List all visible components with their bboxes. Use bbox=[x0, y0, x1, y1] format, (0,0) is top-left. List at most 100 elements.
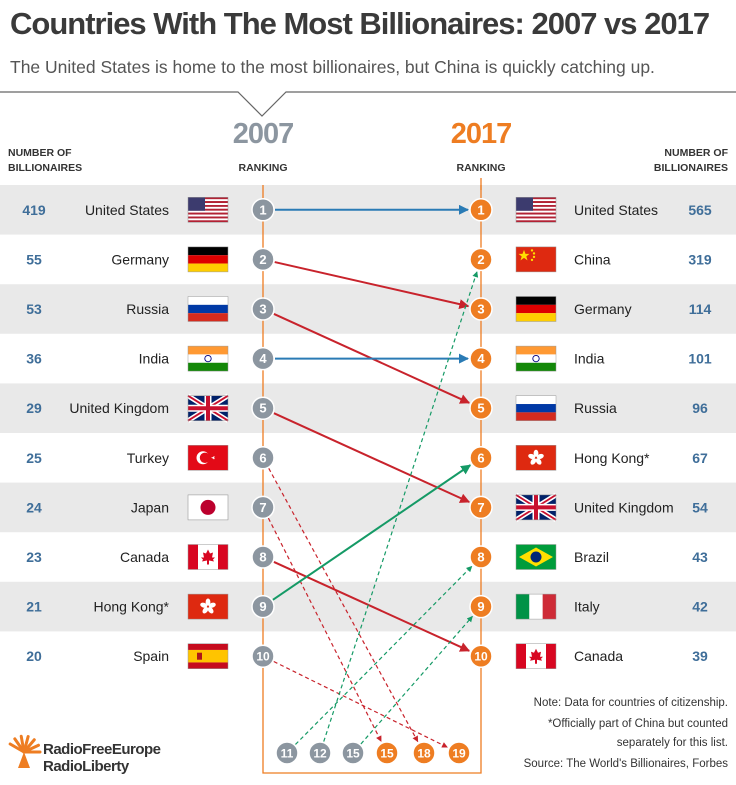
country-2007: Japan bbox=[131, 499, 169, 515]
germany-flag bbox=[187, 246, 229, 273]
germany-flag bbox=[515, 296, 557, 322]
brazil-flag bbox=[515, 544, 557, 570]
svg-text:18: 18 bbox=[417, 747, 431, 761]
canada-flag bbox=[515, 643, 557, 669]
china-flag bbox=[515, 246, 557, 273]
russia-flag bbox=[515, 395, 557, 421]
count-2007: 23 bbox=[26, 549, 42, 565]
rank-2017-circle: 4 bbox=[469, 346, 493, 371]
svg-text:1: 1 bbox=[259, 202, 266, 217]
country-2017: Brazil bbox=[574, 549, 609, 565]
country-2017: United Kingdom bbox=[574, 499, 674, 515]
rank-2007-circle: 6 bbox=[251, 446, 275, 470]
country-2017: Hong Kong* bbox=[574, 450, 650, 466]
hongkong-flag bbox=[187, 593, 229, 620]
rank-2007-circle: 10 bbox=[251, 644, 275, 668]
row-band bbox=[0, 383, 736, 433]
year-2017-heading: 2017 bbox=[450, 118, 513, 150]
rank-2007-circle: 7 bbox=[251, 495, 275, 520]
rank-2007-circle: 5 bbox=[251, 396, 275, 420]
country-2007: Russia bbox=[126, 301, 169, 317]
header-divider bbox=[0, 91, 736, 117]
count-2007: 20 bbox=[26, 648, 42, 664]
country-2007: Canada bbox=[120, 549, 169, 565]
chart-subtitle: The United States is home to the most bi… bbox=[10, 57, 655, 77]
connection-6-to-18 bbox=[268, 468, 419, 743]
count-2017: 565 bbox=[688, 202, 712, 218]
note-separately: separately for this list. bbox=[616, 737, 728, 749]
svg-text:11: 11 bbox=[281, 747, 294, 761]
svg-text:10: 10 bbox=[256, 650, 270, 664]
note-hongkong: *Officially part of China but counted bbox=[547, 718, 728, 730]
rank-offlist-circle: 12 bbox=[308, 741, 332, 765]
chart-title: Countries With The Most Billionaires: 20… bbox=[10, 6, 710, 41]
country-2007: Hong Kong* bbox=[93, 599, 169, 615]
country-2017: China bbox=[574, 251, 611, 267]
count-2007: 21 bbox=[26, 599, 42, 615]
rank-2007-circle: 8 bbox=[251, 545, 275, 569]
country-2007: India bbox=[139, 351, 170, 367]
logo-line2: RadioLiberty bbox=[43, 758, 129, 775]
right-count-header: NUMBER OF BILLIONAIRES bbox=[653, 147, 728, 174]
italy-flag bbox=[515, 593, 557, 620]
count-2017: 101 bbox=[688, 351, 712, 367]
count-2017: 43 bbox=[692, 549, 708, 565]
count-2007: 24 bbox=[26, 499, 42, 515]
count-2017: 319 bbox=[688, 251, 712, 267]
count-2017: 67 bbox=[692, 450, 708, 466]
rank-2017-circle: 1 bbox=[469, 198, 493, 222]
svg-text:4: 4 bbox=[477, 351, 485, 366]
russia-flag bbox=[187, 296, 229, 322]
svg-text:9: 9 bbox=[477, 599, 484, 614]
row-band bbox=[0, 284, 736, 334]
count-2017: 39 bbox=[692, 648, 708, 664]
country-2007: United Kingdom bbox=[69, 400, 169, 416]
svg-text:19: 19 bbox=[452, 747, 466, 761]
rank-2007-circle: 3 bbox=[251, 297, 275, 321]
rank-2007-circle: 4 bbox=[251, 346, 275, 371]
count-2017: 42 bbox=[692, 599, 708, 615]
country-2017: Canada bbox=[574, 648, 623, 664]
country-2007: Germany bbox=[111, 251, 169, 267]
us-flag bbox=[187, 197, 229, 223]
rank-2007-circle: 2 bbox=[251, 247, 275, 272]
uk-flag bbox=[186, 393, 230, 423]
note-source: Source: The World's Billionaires, Forbes bbox=[523, 758, 728, 770]
svg-text:4: 4 bbox=[259, 351, 267, 366]
note-citizenship: Note: Data for countries of citizenship. bbox=[533, 697, 728, 709]
rank-2017-circle: 8 bbox=[469, 545, 493, 569]
rank-2017-circle: 3 bbox=[469, 297, 493, 321]
country-2007: Spain bbox=[133, 648, 169, 664]
connection-12-to-2 bbox=[323, 271, 479, 742]
rank-offlist-circle: 19 bbox=[447, 741, 471, 765]
row-band bbox=[0, 482, 736, 533]
connection-10-to-19 bbox=[273, 660, 448, 748]
connection-9-to-6 bbox=[272, 464, 472, 601]
turkey-flag bbox=[187, 445, 229, 471]
spain-flag bbox=[187, 643, 229, 669]
country-2017: United States bbox=[574, 202, 658, 218]
rank-2007-circle: 1 bbox=[251, 198, 275, 222]
rank-offlist-circle: 15 bbox=[341, 741, 365, 765]
country-2007: Turkey bbox=[127, 450, 169, 466]
count-2007: 36 bbox=[26, 351, 42, 367]
svg-text:3: 3 bbox=[259, 302, 266, 317]
count-2007: 25 bbox=[26, 450, 42, 466]
india-flag bbox=[515, 345, 557, 372]
country-2017: Russia bbox=[574, 400, 617, 416]
rank-offlist-circle: 11 bbox=[275, 741, 299, 765]
svg-text:15: 15 bbox=[380, 747, 394, 761]
ranking-2017-header: RANKING bbox=[456, 162, 506, 174]
count-2007: 55 bbox=[26, 251, 42, 267]
svg-text:15: 15 bbox=[346, 747, 360, 761]
count-2017: 114 bbox=[689, 301, 712, 317]
ranking-2007-header: RANKING bbox=[238, 162, 288, 174]
rank-2017-circle: 6 bbox=[469, 446, 493, 470]
left-count-header: NUMBER OF BILLIONAIRES bbox=[8, 147, 83, 174]
svg-text:6: 6 bbox=[259, 450, 266, 465]
count-2017: 54 bbox=[692, 499, 708, 515]
rank-2017-circle: 5 bbox=[469, 396, 493, 420]
rank-2017-circle: 7 bbox=[469, 495, 493, 520]
svg-text:3: 3 bbox=[477, 302, 484, 317]
count-2007: 419 bbox=[22, 202, 46, 218]
